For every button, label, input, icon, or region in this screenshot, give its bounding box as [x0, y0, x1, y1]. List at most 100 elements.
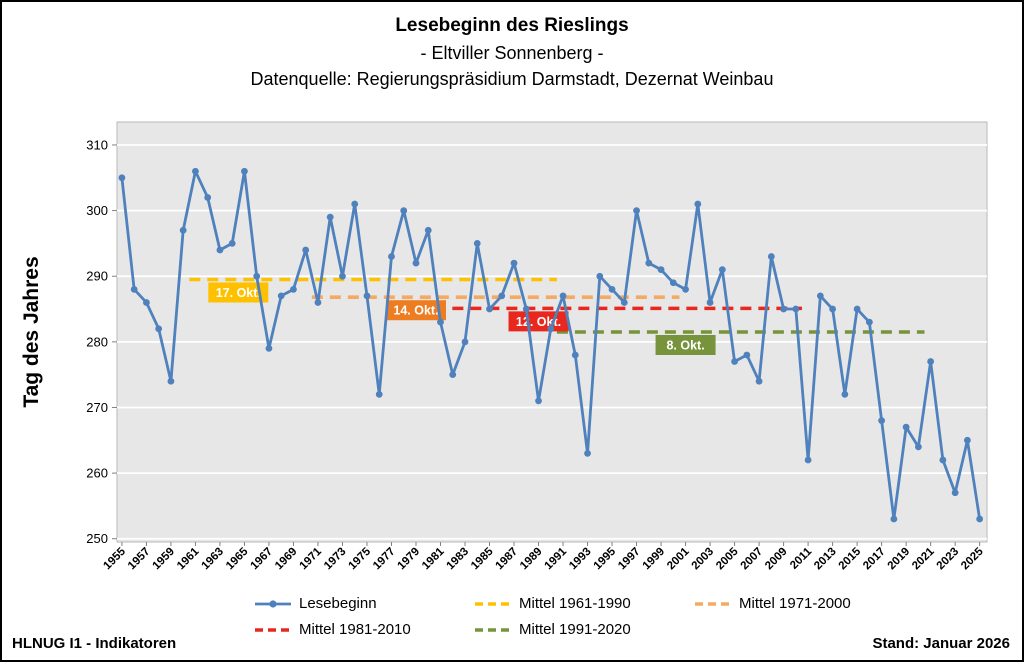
x-tick-label: 1971 [297, 545, 324, 572]
legend-item: Mittel 1991-2020 [474, 621, 694, 638]
x-tick-label: 1969 [273, 546, 300, 573]
x-tick-label: 2005 [714, 545, 741, 572]
data-point [167, 377, 175, 385]
x-tick-label: 1975 [347, 545, 374, 572]
data-point [743, 351, 751, 359]
data-point [118, 174, 126, 182]
data-point [633, 207, 640, 214]
x-tick-label: 2011 [788, 545, 815, 572]
x-tick-label: 1993 [567, 546, 594, 573]
x-tick-label: 1985 [469, 545, 496, 572]
x-tick-label: 2015 [837, 545, 864, 572]
data-point [963, 436, 971, 444]
data-point [559, 292, 567, 300]
data-point [571, 351, 579, 359]
data-point [694, 200, 702, 208]
x-tick-label: 2013 [812, 546, 839, 573]
dashed-line-sample-icon [695, 601, 731, 606]
y-tick-label: 280 [86, 334, 108, 349]
x-tick-label: 1959 [150, 546, 177, 573]
data-point [179, 226, 187, 234]
dashed-line-sample-icon [255, 627, 291, 632]
chart-datasource: Datenquelle: Regierungspräsidium Darmsta… [250, 68, 774, 89]
title-block: Lesebeginn des Rieslings - Eltviller Son… [2, 12, 1022, 92]
mean-line-label-box [385, 300, 446, 321]
data-point [865, 318, 873, 326]
data-point [902, 423, 910, 431]
data-point [351, 200, 359, 208]
data-point [339, 272, 346, 280]
y-tick-label: 270 [86, 400, 108, 415]
legend: Lesebeginn Mittel 1961-1990 Mittel 1971-20… [254, 595, 914, 638]
data-point [731, 358, 738, 365]
data-point [216, 246, 224, 254]
x-tick-label: 1973 [322, 546, 349, 573]
mean-line-label: 8. Okt. [666, 339, 704, 353]
data-point [424, 226, 432, 234]
mean-line-label-box [508, 311, 569, 332]
x-tick-label: 2017 [861, 546, 888, 573]
mean-line-label-box [208, 282, 269, 303]
data-point [265, 345, 273, 352]
data-point [755, 377, 763, 385]
data-point [412, 259, 420, 267]
line-with-marker-sample-icon [255, 599, 291, 608]
data-point [290, 285, 297, 293]
x-tick-label: 2021 [910, 545, 937, 572]
x-tick-label: 1991 [543, 545, 570, 572]
data-point [155, 325, 163, 333]
footer-stand-label: Stand: Januar 2026 [872, 635, 1010, 652]
mean-line-label-box [655, 335, 716, 355]
data-point [143, 299, 150, 306]
x-tick-label: 1989 [518, 546, 545, 573]
data-point [241, 167, 248, 175]
legend-label: Mittel 1981-2010 [299, 621, 411, 638]
x-tick-label: 1963 [199, 546, 226, 573]
data-point [473, 240, 481, 247]
data-point [547, 325, 555, 333]
data-point [326, 213, 334, 221]
y-tick-label: 310 [86, 137, 108, 152]
data-point [596, 272, 604, 280]
x-tick-label: 1983 [445, 546, 472, 573]
data-point [657, 266, 665, 274]
x-tick-label: 1977 [371, 546, 398, 573]
x-tick-label: 1957 [126, 546, 153, 573]
data-point [375, 390, 383, 398]
data-point [253, 272, 261, 280]
data-point [914, 443, 922, 451]
data-point [976, 515, 984, 523]
data-point [939, 456, 947, 464]
data-point [522, 305, 530, 313]
data-point [388, 253, 395, 260]
data-point [314, 299, 322, 306]
x-tick-label: 2025 [959, 545, 986, 572]
plot-area [116, 121, 988, 543]
y-tick-label: 300 [86, 203, 108, 218]
legend-label: Mittel 1991-2020 [519, 621, 631, 638]
x-tick-label: 2001 [665, 545, 692, 572]
mean-line-label: 14. Okt. [393, 304, 438, 318]
x-tick-label: 2007 [739, 546, 766, 573]
data-point [718, 266, 726, 274]
data-point [792, 305, 800, 313]
legend-label: Lesebeginn [299, 595, 377, 612]
data-point [535, 397, 542, 405]
data-point [192, 167, 199, 175]
data-point [400, 207, 408, 214]
data-point [277, 292, 285, 300]
data-point [706, 299, 714, 306]
x-tick-label: 1987 [494, 546, 521, 573]
x-tick-label: 2009 [763, 546, 790, 573]
data-point [645, 259, 653, 267]
data-point [780, 305, 787, 313]
data-point [498, 292, 506, 300]
data-point [130, 285, 138, 293]
dashed-line-sample-icon [475, 627, 511, 632]
data-point [486, 305, 493, 313]
x-tick-label: 1967 [248, 546, 275, 573]
y-tick-label: 260 [86, 466, 108, 481]
legend-label: Mittel 1971-2000 [739, 595, 851, 612]
data-point [669, 279, 677, 287]
